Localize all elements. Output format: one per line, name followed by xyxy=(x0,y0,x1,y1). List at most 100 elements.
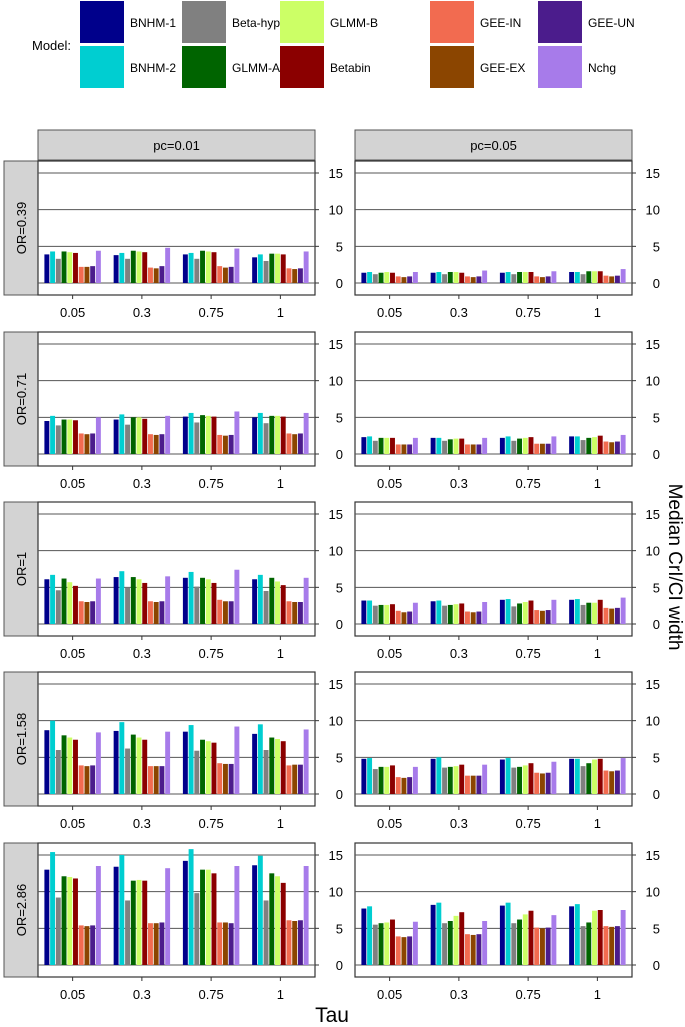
bar xyxy=(465,444,470,454)
bar xyxy=(482,764,488,794)
bar xyxy=(511,767,517,794)
bar xyxy=(263,591,269,624)
bar xyxy=(470,612,476,624)
bar xyxy=(407,936,413,965)
bar xyxy=(234,726,240,794)
bar xyxy=(367,600,373,624)
bar xyxy=(476,934,482,965)
bar xyxy=(470,775,476,794)
x-tick-label: 0.75 xyxy=(198,476,223,491)
bar xyxy=(592,271,597,283)
bar xyxy=(252,733,258,794)
row-strip-label: OR=2.86 xyxy=(14,884,29,936)
bar xyxy=(407,777,413,794)
y-tick-label: 5 xyxy=(336,410,343,425)
y-tick-label: 0 xyxy=(653,958,660,973)
y-tick-label: 5 xyxy=(336,580,343,595)
column-strip-label: pc=0.01 xyxy=(153,138,200,153)
x-tick-label: 0.3 xyxy=(133,476,151,491)
bar xyxy=(620,269,626,283)
bar xyxy=(522,272,528,283)
bar xyxy=(580,604,586,624)
bar xyxy=(44,579,50,624)
x-tick-label: 1 xyxy=(594,816,601,831)
bar xyxy=(142,582,148,624)
y-tick-label: 0 xyxy=(336,617,343,632)
bar xyxy=(476,611,482,624)
bar xyxy=(67,737,73,794)
bar xyxy=(165,731,171,794)
bar xyxy=(269,873,275,965)
bar xyxy=(125,748,131,794)
bar xyxy=(378,272,384,283)
bar xyxy=(228,266,234,283)
bar xyxy=(280,416,286,454)
bar xyxy=(303,412,309,454)
bar xyxy=(303,577,309,624)
bar xyxy=(252,417,258,454)
bar xyxy=(78,601,84,624)
bar xyxy=(275,415,280,454)
bar xyxy=(430,758,436,794)
column-strip xyxy=(37,129,316,161)
bar xyxy=(280,585,286,624)
bar xyxy=(61,251,67,283)
bar xyxy=(574,904,580,965)
bar xyxy=(257,254,263,283)
bar xyxy=(55,897,61,965)
bar xyxy=(205,741,211,794)
bar xyxy=(580,926,586,965)
bar xyxy=(113,730,119,794)
bar xyxy=(372,605,378,624)
y-axis-title: Median CrI/CI width xyxy=(664,484,685,651)
bar xyxy=(303,729,309,794)
bar xyxy=(597,758,603,794)
bar xyxy=(459,912,465,965)
bar xyxy=(275,876,280,965)
bar xyxy=(614,275,620,283)
bar xyxy=(539,773,545,794)
bar xyxy=(430,437,436,454)
bar xyxy=(84,926,90,965)
bar xyxy=(597,910,603,965)
bar xyxy=(194,422,200,454)
x-tick-label: 1 xyxy=(594,305,601,320)
bar xyxy=(482,270,488,283)
bar xyxy=(372,924,378,965)
bar xyxy=(148,434,153,454)
bar xyxy=(390,437,395,454)
x-tick-label: 0.75 xyxy=(198,305,223,320)
bar xyxy=(539,928,545,965)
x-tick-label: 0.05 xyxy=(60,987,85,1002)
bar xyxy=(297,268,303,283)
row-strip-label: OR=0.71 xyxy=(14,373,29,425)
bar xyxy=(453,438,459,454)
legend-swatch-nchg xyxy=(538,46,582,88)
bar xyxy=(412,921,418,965)
panel-frame xyxy=(37,842,316,978)
bar xyxy=(217,763,223,794)
bar xyxy=(286,433,292,454)
bar xyxy=(153,602,159,624)
bar xyxy=(384,272,390,283)
y-tick-label: 5 xyxy=(653,750,660,765)
bar xyxy=(263,900,269,965)
bar xyxy=(430,272,436,283)
bar xyxy=(534,772,540,794)
x-tick-label: 0.05 xyxy=(60,646,85,661)
bar xyxy=(211,582,217,624)
bar xyxy=(211,416,217,454)
panel-frame xyxy=(354,671,633,807)
x-tick-label: 0.3 xyxy=(450,987,468,1002)
legend-title: Model: xyxy=(32,38,71,53)
bar xyxy=(574,272,580,283)
bar xyxy=(61,578,67,624)
bar xyxy=(436,902,442,965)
bar xyxy=(511,923,517,965)
bar xyxy=(378,766,384,794)
bar xyxy=(522,914,528,965)
x-tick-label: 0.75 xyxy=(198,646,223,661)
legend-label-glmm-b: GLMM-B xyxy=(330,16,378,30)
bar xyxy=(361,600,367,624)
